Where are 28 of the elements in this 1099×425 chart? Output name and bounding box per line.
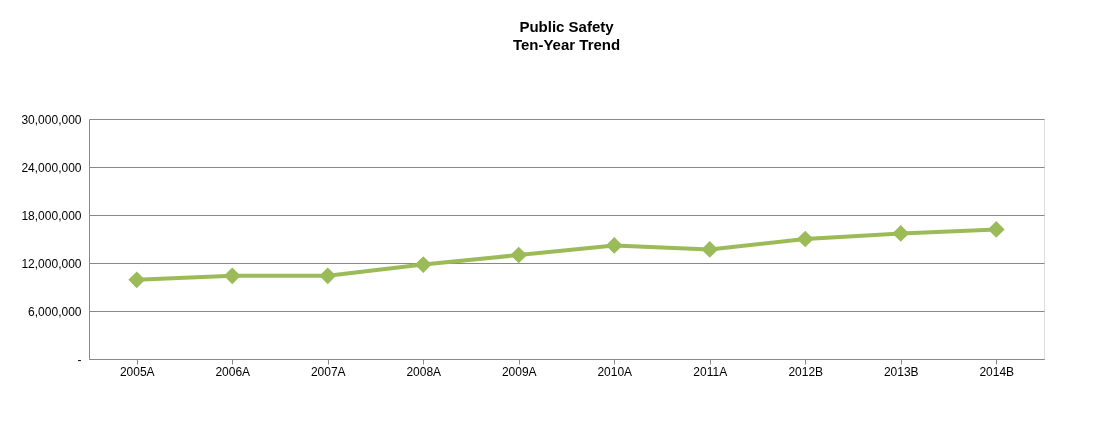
y-tick-label: 12,000,000	[21, 256, 82, 271]
point	[892, 225, 910, 242]
y-tick-label: 18,000,000	[21, 208, 82, 223]
x-tick-label: 2011A	[693, 364, 728, 379]
x-tick-label: 2005A	[119, 364, 155, 379]
point	[701, 241, 719, 258]
y-tick-label: 30,000,000	[21, 112, 82, 127]
x-tick-label: 2006A	[215, 364, 251, 379]
x-tick-label: 2014B	[979, 364, 1015, 379]
point	[319, 267, 337, 285]
y-tick-label: 6,000,000	[28, 304, 82, 319]
x-tick-label: 2007A	[310, 364, 346, 379]
chart-subtitle: Ten-Year Trend	[512, 36, 621, 53]
x-tick-label: 2013B	[883, 364, 919, 379]
point	[796, 230, 814, 248]
point	[510, 246, 528, 264]
y-tick-label: -	[77, 352, 82, 367]
point	[414, 256, 432, 273]
chart-title: Public Safety	[519, 18, 615, 35]
point	[223, 267, 241, 285]
point	[128, 271, 146, 289]
point	[605, 237, 623, 254]
x-tick-label: 2009A	[501, 364, 537, 379]
x-tick-label: 2010A	[597, 364, 633, 379]
point	[987, 221, 1005, 238]
y-tick-label: 24,000,000	[21, 160, 82, 175]
x-tick-label: 2012B	[788, 364, 824, 379]
x-tick-label: 2008A	[406, 364, 442, 379]
